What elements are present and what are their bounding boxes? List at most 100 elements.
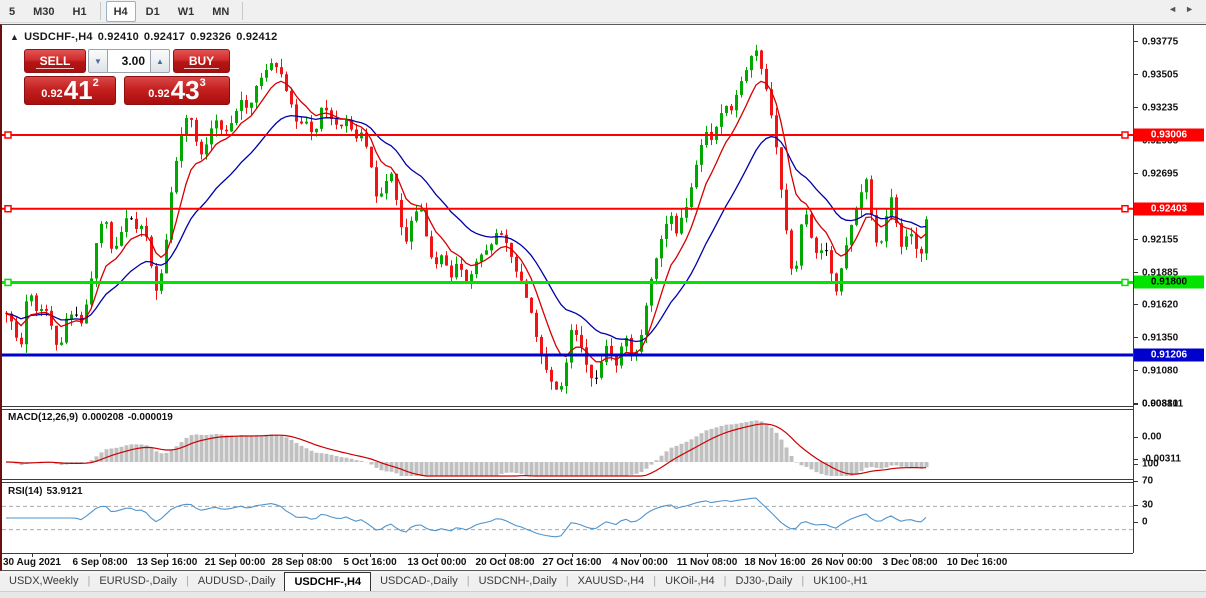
- buy-price-display[interactable]: 0.92 43 3: [124, 76, 230, 105]
- one-click-collapse-icon[interactable]: ▲: [10, 32, 20, 42]
- chart-tab-usdx-weekly[interactable]: USDX,Weekly: [9, 575, 79, 587]
- price-tick: [1134, 74, 1138, 75]
- status-strip: [0, 591, 1206, 598]
- timeframe-button-mn[interactable]: MN: [212, 5, 230, 18]
- chart-tab-usdchf-h4[interactable]: USDCHF-,H4: [284, 572, 372, 591]
- timeframe-button-d1[interactable]: D1: [145, 5, 160, 18]
- price-tick-label: 0.92695: [1142, 168, 1179, 180]
- buy-price-sup: 3: [199, 77, 206, 89]
- time-axis-label: 28 Sep 08:00: [271, 557, 333, 568]
- sell-price-sup: 2: [92, 77, 99, 89]
- time-axis-label: 4 Nov 00:00: [612, 557, 668, 568]
- tab-separator: |: [466, 575, 470, 587]
- sell-button[interactable]: SELL: [24, 49, 86, 73]
- time-tick: [100, 554, 101, 557]
- panel-separator: [2, 482, 1133, 483]
- tab-separator: |: [185, 575, 189, 587]
- price-tick: [1134, 239, 1138, 240]
- rsi-tick: [1134, 464, 1138, 465]
- time-tick: [640, 554, 641, 557]
- time-tick: [370, 554, 371, 557]
- macd-tick-label: -0.00311: [1142, 453, 1181, 465]
- volume-increase-button[interactable]: ▲: [150, 49, 170, 73]
- time-axis-label: 30 Aug 2021: [3, 557, 61, 568]
- macd-tick: [1134, 459, 1138, 460]
- volume-input[interactable]: [108, 49, 150, 73]
- timeframe-button-m30[interactable]: M30: [33, 5, 55, 18]
- price-tick-label: 0.91885: [1142, 267, 1179, 279]
- tab-scroll-arrows[interactable]: ◄►: [1168, 4, 1202, 14]
- chart-tab-ukoil-h4[interactable]: UKOil-,H4: [665, 575, 715, 587]
- buy-button[interactable]: BUY: [173, 49, 230, 73]
- time-axis-label: 13 Sep 16:00: [136, 557, 198, 568]
- buy-button-label: BUY: [188, 54, 215, 68]
- price-axis-line: [1133, 25, 1134, 553]
- tab-scroll-left-icon[interactable]: ◄: [1168, 4, 1186, 14]
- price-tick-label: 0.93505: [1142, 69, 1179, 81]
- sell-price-display[interactable]: 0.92 41 2: [24, 76, 116, 105]
- price-tick: [1134, 41, 1138, 42]
- toolbar-divider: [242, 2, 244, 20]
- high-value: 0.92417: [143, 31, 186, 43]
- chart-tab-xauusd-h4[interactable]: XAUUSD-,H4: [577, 575, 645, 587]
- time-tick: [910, 554, 911, 557]
- time-axis-label: 3 Dec 08:00: [882, 557, 938, 568]
- tab-separator: |: [653, 575, 657, 587]
- time-tick: [32, 554, 33, 557]
- price-tick-label: 0.92155: [1142, 234, 1179, 246]
- price-tick-label: 0.91080: [1142, 365, 1179, 377]
- chart-tab-eurusd-daily[interactable]: EURUSD-,Daily: [99, 575, 177, 587]
- chart-tab-audusd-daily[interactable]: AUDUSD-,Daily: [197, 575, 276, 587]
- time-axis-label: 26 Nov 00:00: [811, 557, 873, 568]
- sell-button-label: SELL: [39, 54, 71, 68]
- time-axis-label: 5 Oct 16:00: [343, 557, 397, 568]
- rsi-tick-label: 70: [1142, 475, 1154, 487]
- volume-decrease-button[interactable]: ▼: [88, 49, 108, 73]
- rsi-tick-label: 30: [1142, 499, 1154, 511]
- price-tick-label: 0.91620: [1142, 299, 1179, 311]
- chart-tab-dj30-daily[interactable]: DJ30-,Daily: [735, 575, 793, 587]
- main-price-chart[interactable]: [2, 26, 1133, 406]
- panel-separator: [2, 409, 1133, 410]
- time-axis-label: 27 Oct 16:00: [542, 557, 602, 568]
- price-tick: [1134, 173, 1138, 174]
- rsi-tick: [1134, 522, 1138, 523]
- rsi-tick-label: 100: [1142, 458, 1159, 470]
- rsi-label: RSI(14) 53.9121: [8, 486, 87, 497]
- spin-down-icon: ▼: [94, 57, 102, 66]
- buy-price-big: 43: [170, 75, 200, 105]
- time-tick: [977, 554, 978, 557]
- open-value: 0.92410: [97, 31, 139, 43]
- rsi-indicator-chart[interactable]: [2, 482, 1133, 553]
- chart-tab-usdcad-daily[interactable]: USDCAD-,Daily: [380, 575, 458, 587]
- tab-separator: |: [723, 575, 727, 587]
- time-tick: [505, 554, 506, 557]
- symbol-label: USDCHF-,H4: [24, 31, 93, 43]
- macd-tick: [1134, 404, 1138, 405]
- price-level-tag: 0.91800: [1134, 275, 1204, 289]
- price-tick-label: 0.93235: [1142, 102, 1179, 114]
- timeframe-button-h4[interactable]: H4: [105, 0, 136, 22]
- timeframe-toolbar: 5 M30 H1 H4 D1 W1 MN: [0, 0, 1206, 23]
- time-axis[interactable]: 30 Aug 2021 6 Sep 08:00 13 Sep 16:00 21 Sep…: [2, 554, 1133, 570]
- time-axis-label: 21 Sep 00:00: [204, 557, 266, 568]
- chart-window: ▲ USDCHF-,H4 0.92410 0.92417 0.92326 0.92412 …: [0, 24, 1206, 571]
- price-tick-label: 0.90810: [1142, 398, 1179, 410]
- panel-separator[interactable]: [2, 406, 1133, 407]
- timeframe-button-5[interactable]: 5: [9, 5, 16, 18]
- macd-signal-value: -0.000019: [127, 412, 173, 423]
- price-axis[interactable]: 0.937750.935050.932350.929650.926950.924…: [1134, 25, 1206, 570]
- price-level-tag: 0.93006: [1134, 128, 1204, 142]
- rsi-value: 53.9121: [46, 486, 83, 497]
- time-tick: [775, 554, 776, 557]
- time-axis-label: 6 Sep 08:00: [72, 557, 128, 568]
- price-tick: [1134, 370, 1138, 371]
- chart-tab-usdcnh-daily[interactable]: USDCNH-,Daily: [478, 575, 557, 587]
- timeframe-button-w1[interactable]: W1: [177, 5, 195, 18]
- chart-tab-uk100-h1[interactable]: UK100-,H1: [813, 575, 868, 587]
- timeframe-button-h1[interactable]: H1: [72, 5, 87, 18]
- tab-scroll-right-icon[interactable]: ►: [1185, 4, 1202, 14]
- macd-indicator-chart[interactable]: [2, 408, 1133, 479]
- panel-separator[interactable]: [2, 479, 1133, 480]
- price-tick-label: 0.91350: [1142, 332, 1179, 344]
